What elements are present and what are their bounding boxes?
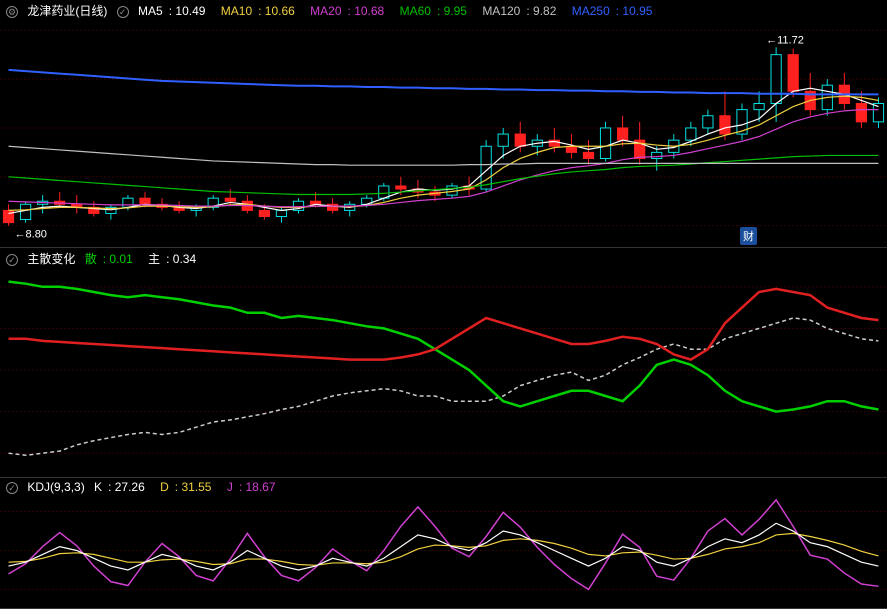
cai-badge: 财 — [740, 227, 757, 245]
stock-title: 龙津药业(日线) — [27, 4, 107, 18]
candlestick-panel[interactable]: ⚙ 龙津药业(日线) ✓ MA5: 10.49 MA10: 10.66 MA20… — [0, 0, 887, 248]
d-label: D: 31.55 — [160, 480, 217, 494]
kdj-title: KDJ(9,3,3) — [27, 480, 84, 494]
kdj-chart[interactable] — [0, 478, 887, 609]
ma120-label: MA120: 9.82 — [482, 4, 562, 18]
zhushan-panel[interactable]: ✓ 主散变化 散: 0.01 主: 0.34 — [0, 248, 887, 478]
ma10-label: MA10: 10.66 — [221, 4, 301, 18]
gear-icon[interactable]: ✓ — [6, 254, 18, 266]
zhushan-chart[interactable] — [0, 248, 887, 478]
mid-legend: ✓ 主散变化 散: 0.01 主: 0.34 — [6, 250, 208, 267]
bot-legend: ✓ KDJ(9,3,3) K: 27.26 D: 31.55 J: 18.67 — [6, 480, 288, 494]
svg-text:←8.80: ←8.80 — [15, 229, 47, 241]
san-label: 散: 0.01 — [85, 252, 139, 266]
zhu-label: 主: 0.34 — [148, 252, 202, 266]
kdj-panel[interactable]: ✓ KDJ(9,3,3) K: 27.26 D: 31.55 J: 18.67 — [0, 478, 887, 609]
ma250-label: MA250: 10.95 — [572, 4, 659, 18]
svg-text:←11.72: ←11.72 — [766, 34, 804, 46]
k-label: K: 27.26 — [94, 480, 151, 494]
gear-icon[interactable]: ✓ — [117, 6, 129, 18]
gear-icon[interactable]: ✓ — [6, 482, 18, 494]
zhushan-title: 主散变化 — [27, 252, 75, 266]
j-label: J: 18.67 — [227, 480, 282, 494]
candlestick-chart[interactable]: ←8.80 ←11.72 — [0, 0, 887, 248]
ma5-label: MA5: 10.49 — [138, 4, 211, 18]
gear-icon[interactable]: ⚙ — [6, 6, 18, 18]
ma20-label: MA20: 10.68 — [310, 4, 390, 18]
top-legend: ⚙ 龙津药业(日线) ✓ MA5: 10.49 MA10: 10.66 MA20… — [6, 2, 664, 19]
ma60-label: MA60: 9.95 — [400, 4, 473, 18]
